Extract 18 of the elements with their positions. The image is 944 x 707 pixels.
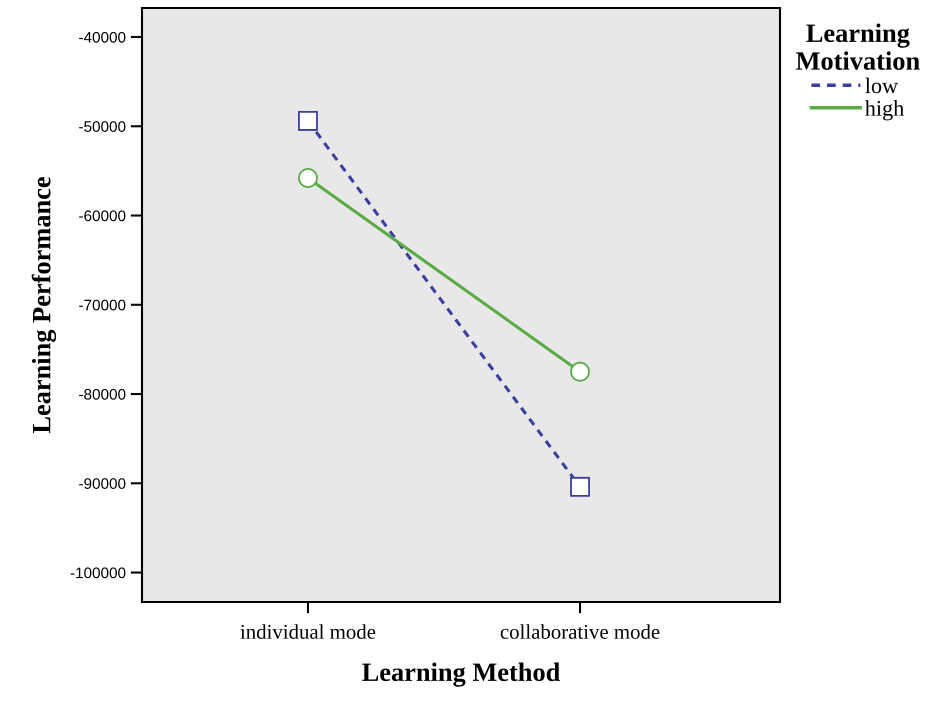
legend-label: high	[864, 100, 904, 120]
y-axis-title: Learning Performance	[32, 177, 56, 434]
point	[570, 476, 590, 497]
y-tick-label: -90000	[79, 478, 126, 489]
point	[298, 168, 318, 188]
y-tick-label: -60000	[79, 210, 126, 222]
y-tick-label: -80000	[79, 388, 126, 400]
point	[570, 362, 590, 382]
legend-title: Learning Motivation	[796, 24, 920, 70]
x-tick-label: collaborative mode	[500, 624, 660, 639]
y-tick-label: -50000	[79, 121, 126, 132]
point	[298, 110, 318, 131]
x-axis-title: Learning Method	[362, 662, 560, 687]
y-tick-label: -100000	[70, 567, 126, 578]
legend-label: low	[865, 78, 898, 94]
y-tick-label: -40000	[79, 32, 126, 43]
y-tick-label: -70000	[79, 300, 126, 310]
x-tick-label: individual mode	[240, 624, 376, 639]
